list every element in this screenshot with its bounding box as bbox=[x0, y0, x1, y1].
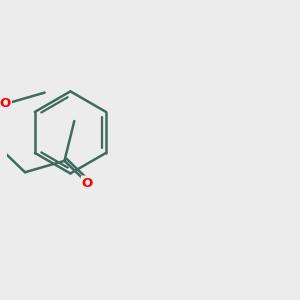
Text: O: O bbox=[82, 177, 93, 190]
Text: O: O bbox=[0, 98, 11, 110]
